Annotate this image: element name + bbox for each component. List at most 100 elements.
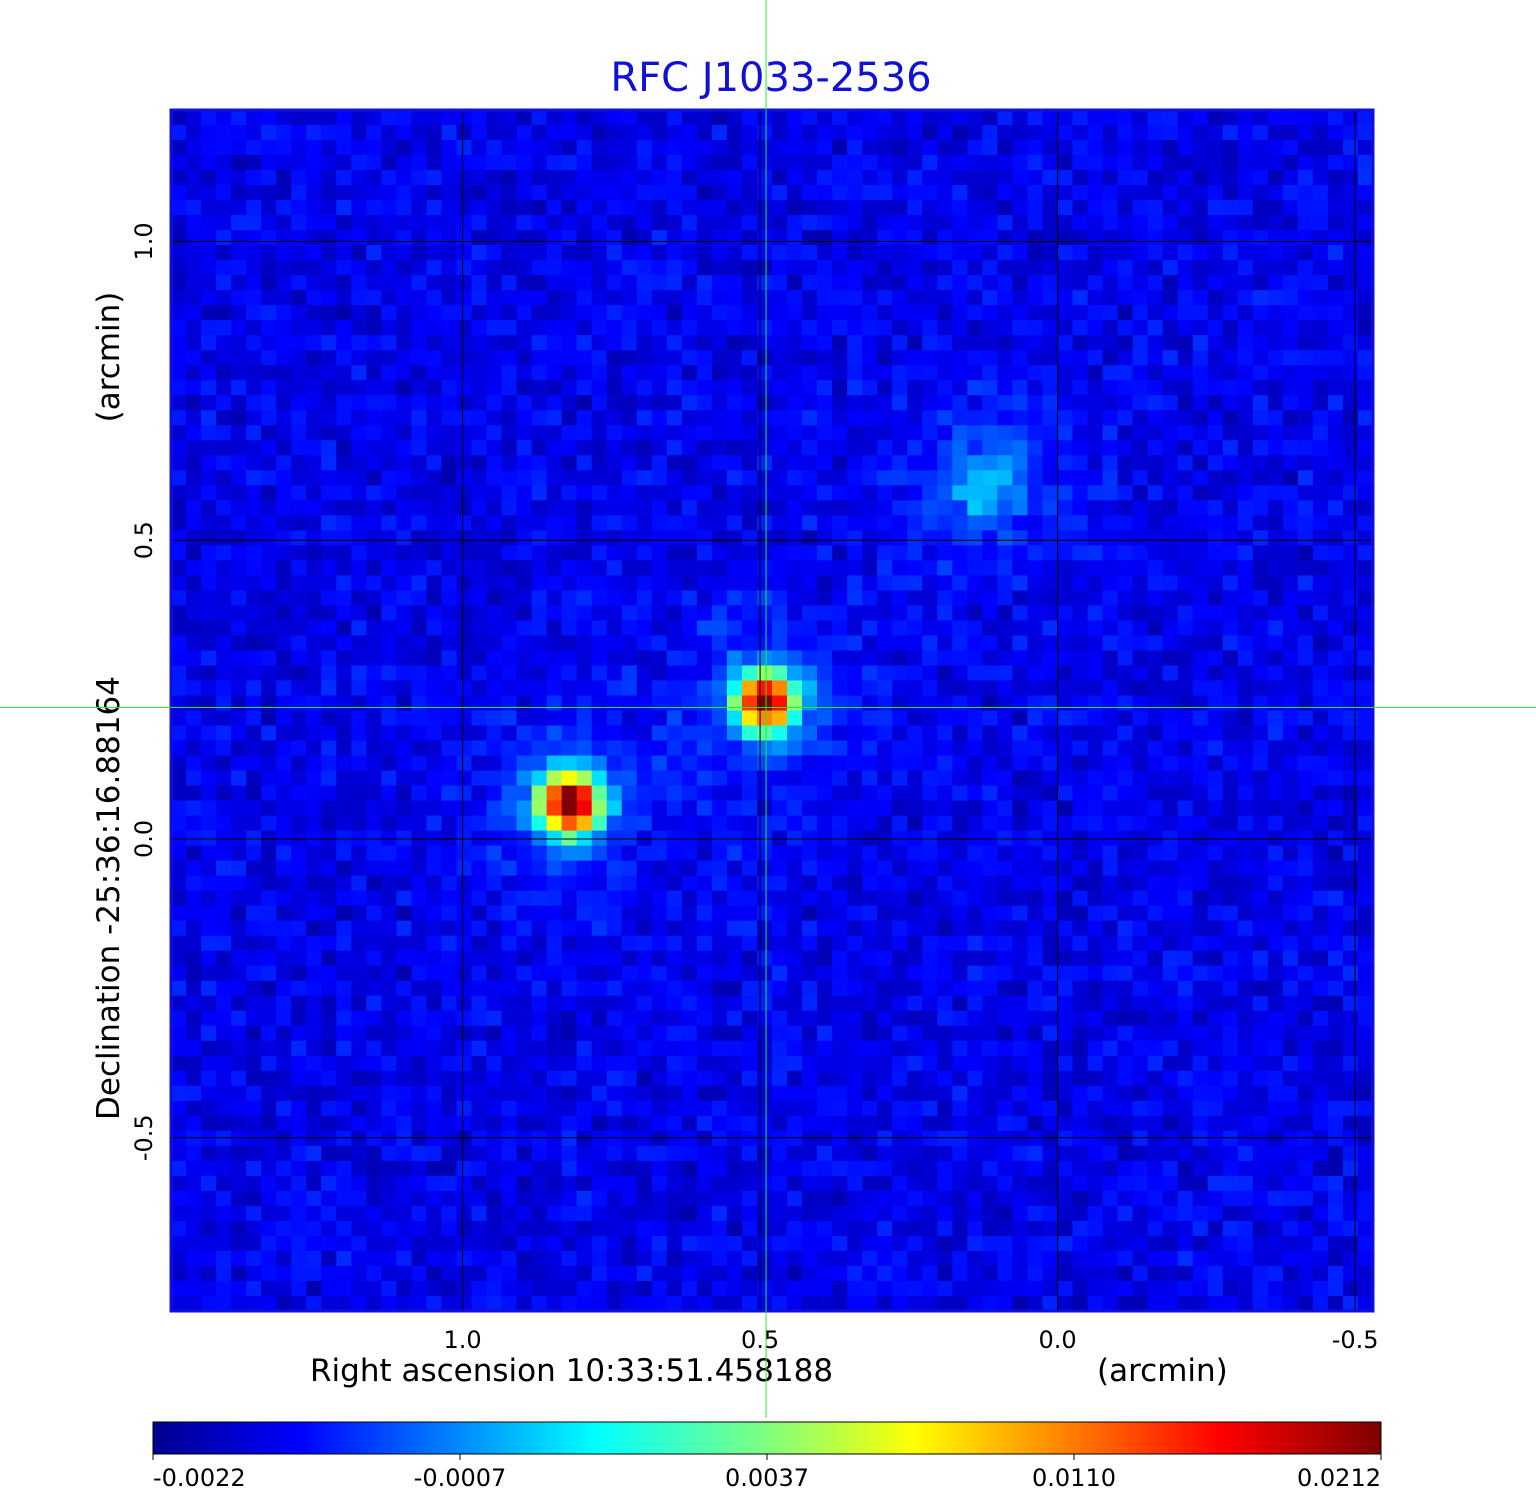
heatmap-cell <box>1117 410 1134 426</box>
heatmap-cell <box>651 320 668 336</box>
heatmap-cell <box>1222 620 1239 637</box>
heatmap-cell <box>411 905 428 922</box>
heatmap-cell <box>486 755 503 772</box>
heatmap-cell <box>756 785 773 802</box>
heatmap-cell <box>471 905 488 922</box>
heatmap-cell <box>862 950 878 967</box>
heatmap-cell <box>997 140 1014 156</box>
heatmap-cell <box>306 1025 322 1042</box>
heatmap-cell <box>1252 455 1269 471</box>
heatmap-cell <box>1252 110 1269 126</box>
heatmap-cell <box>832 305 848 321</box>
heatmap-cell <box>787 335 803 351</box>
heatmap-cell <box>967 350 983 366</box>
heatmap-cell <box>1312 935 1329 952</box>
heatmap-cell <box>1192 200 1209 216</box>
heatmap-cell <box>1072 815 1089 832</box>
heatmap-cell <box>426 530 443 546</box>
heatmap-cell <box>847 710 863 727</box>
heatmap-cell <box>1117 590 1134 607</box>
heatmap-cell <box>1057 260 1074 276</box>
heatmap-cell <box>711 215 728 231</box>
heatmap-cell <box>636 560 653 576</box>
heatmap-cell <box>1132 590 1149 607</box>
heatmap-cell <box>1072 605 1089 622</box>
heatmap-cell <box>591 455 608 471</box>
heatmap-cell <box>531 485 548 501</box>
heatmap-cell <box>922 260 938 276</box>
heatmap-cell <box>606 950 623 967</box>
heatmap-cell <box>802 845 818 862</box>
heatmap-cell <box>561 320 578 336</box>
heatmap-cell <box>772 860 788 877</box>
heatmap-cell <box>1252 950 1269 967</box>
heatmap-cell <box>756 980 773 997</box>
heatmap-cell <box>967 455 983 471</box>
heatmap-cell <box>381 965 397 982</box>
heatmap-cell <box>1042 725 1059 742</box>
heatmap-cell <box>426 515 443 531</box>
heatmap-cell <box>351 455 367 471</box>
heatmap-cell <box>1252 590 1269 607</box>
heatmap-cell <box>892 170 908 186</box>
heatmap-cell <box>381 110 397 126</box>
heatmap-cell <box>411 215 428 231</box>
heatmap-cell <box>711 470 728 486</box>
heatmap-cell <box>1192 740 1209 757</box>
heatmap-cell <box>246 785 262 802</box>
heatmap-cell <box>877 605 893 622</box>
heatmap-cell <box>1132 680 1149 697</box>
heatmap-cell <box>817 995 833 1012</box>
heatmap-cell <box>892 755 908 772</box>
heatmap-cell <box>1057 545 1074 561</box>
heatmap-cell <box>892 215 908 231</box>
heatmap-cell <box>1057 110 1074 126</box>
heatmap-cell <box>666 365 683 381</box>
heatmap-cell <box>291 785 307 802</box>
heatmap-cell <box>877 320 893 336</box>
heatmap-cell <box>1027 485 1044 501</box>
heatmap-cell <box>832 560 848 576</box>
heatmap-cell <box>456 395 473 411</box>
heatmap-cell <box>1042 755 1059 772</box>
heatmap-cell <box>787 935 803 952</box>
heatmap-cell <box>1012 770 1029 787</box>
heatmap-cell <box>1237 245 1254 261</box>
heatmap-cell <box>952 140 968 156</box>
heatmap-cell <box>321 980 337 997</box>
heatmap-cell <box>862 155 878 171</box>
heatmap-cell <box>1177 230 1194 246</box>
heatmap-cell <box>937 590 953 607</box>
heatmap-cell <box>1207 290 1224 306</box>
heatmap-cell <box>832 995 848 1012</box>
heatmap-cell <box>1192 860 1209 877</box>
heatmap-cell <box>411 665 428 682</box>
heatmap-cell <box>711 725 728 742</box>
heatmap-cell <box>922 935 938 952</box>
heatmap-cell <box>291 635 307 652</box>
heatmap-cell <box>1057 680 1074 697</box>
heatmap-cell <box>516 530 533 546</box>
heatmap-cell <box>847 740 863 757</box>
heatmap-cell <box>606 425 623 441</box>
heatmap-cell <box>967 980 983 997</box>
heatmap-cell <box>591 800 608 817</box>
heatmap-cell <box>591 125 608 141</box>
heatmap-cell <box>1072 935 1089 952</box>
heatmap-cell <box>1252 845 1269 862</box>
heatmap-cell <box>186 740 202 757</box>
heatmap-cell <box>321 275 337 291</box>
heatmap-cell <box>711 605 728 622</box>
heatmap-cell <box>1087 425 1104 441</box>
heatmap-cell <box>621 650 638 667</box>
heatmap-cell <box>1342 1010 1359 1027</box>
heatmap-cell <box>366 245 382 261</box>
heatmap-cell <box>216 530 232 546</box>
heatmap-cell <box>787 305 803 321</box>
heatmap-cell <box>561 1025 578 1042</box>
heatmap-cell <box>877 620 893 637</box>
heatmap-cell <box>456 140 473 156</box>
heatmap-cell <box>1132 530 1149 546</box>
heatmap-cell <box>1282 650 1299 667</box>
heatmap-cell <box>201 455 217 471</box>
